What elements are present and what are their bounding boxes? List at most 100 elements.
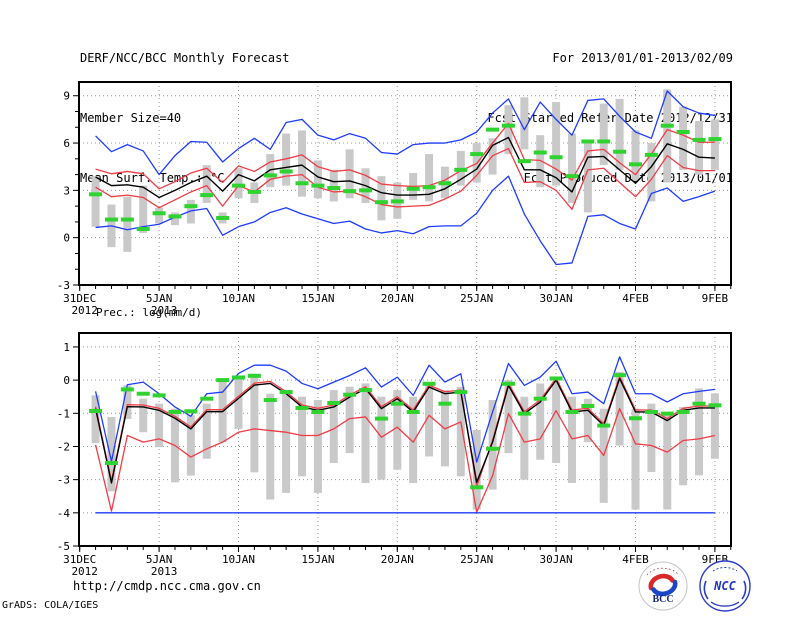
member-range-bar	[139, 398, 148, 433]
y-tick-label: 1	[63, 341, 70, 354]
x-tick-label: 10JAN	[222, 292, 255, 305]
member-range-bar	[425, 154, 434, 202]
x-tick-label: 25JAN	[460, 292, 493, 305]
observation-dash	[676, 409, 690, 414]
y-tick-label: -4	[57, 507, 71, 520]
prec-chart-title: Prec.: log(mm/d)	[96, 306, 202, 319]
surface-temperature-ensemble-min-line	[95, 175, 716, 266]
observation-dash	[311, 409, 325, 414]
member-range-bar	[409, 396, 418, 483]
x-tick-label: 20JAN	[381, 292, 414, 305]
x-tick-year-label: 2012	[71, 565, 98, 578]
member-range-bar	[710, 119, 719, 170]
member-range-bar	[186, 199, 195, 224]
member-range-bar	[599, 103, 608, 166]
observation-dash	[184, 409, 198, 414]
member-range-bar	[520, 396, 529, 480]
precipitation-lower-quartile-line	[94, 407, 716, 513]
source-url-text: http://cmdp.ncc.cma.gov.cn	[73, 579, 261, 593]
member-range-bar	[552, 381, 561, 464]
observation-dash	[343, 189, 357, 194]
surface-temperature-ensemble-max-line	[95, 90, 715, 176]
forecast-range-label: For 2013/01/01-2013/02/09	[552, 51, 733, 65]
member-range-bar	[567, 133, 576, 203]
member-range-bar	[298, 130, 307, 197]
member-range-bar	[520, 97, 529, 150]
member-range-bar	[313, 400, 322, 493]
y-tick-label: -5	[57, 540, 70, 553]
observation-dash	[565, 409, 579, 414]
bcc-logo-red-swirl	[648, 573, 675, 591]
observation-dash	[89, 408, 103, 413]
ncc-logo-laurel-right	[741, 580, 747, 600]
ncc-logo-laurel-left	[703, 580, 709, 600]
observation-dash	[136, 227, 150, 232]
observation-dash	[216, 378, 230, 383]
bcc-logo-ring	[638, 561, 688, 611]
member-range-bar	[123, 196, 132, 252]
observation-dash	[200, 396, 214, 401]
observation-dash	[422, 381, 436, 386]
observation-dash	[629, 162, 642, 167]
member-range-bar	[155, 403, 164, 448]
observation-dash	[708, 403, 722, 408]
member-range-bar	[250, 373, 259, 473]
observation-dash	[311, 183, 325, 188]
observation-dash	[517, 159, 531, 164]
member-range-bar	[377, 396, 386, 480]
surface-temperature-member-range-bars	[91, 89, 719, 252]
observation-dash	[406, 409, 420, 414]
observation-dash	[597, 139, 611, 144]
member-range-bar	[425, 383, 434, 457]
member-range-bar	[710, 393, 719, 459]
member-range-bar	[679, 406, 688, 486]
member-range-bar	[583, 141, 592, 213]
x-tick-label: 5JAN	[146, 553, 173, 566]
x-tick-label: 31DEC	[63, 553, 96, 566]
observation-dash	[406, 186, 420, 191]
observation-dash	[247, 189, 261, 194]
observation-dash	[533, 150, 547, 155]
y-tick-label: 6	[63, 137, 70, 150]
observation-dash	[374, 416, 388, 421]
observation-dash	[533, 396, 547, 401]
member-range-bar	[504, 105, 513, 155]
member-range-bar	[202, 403, 211, 459]
member-range-bar	[345, 386, 354, 454]
observation-dash	[676, 130, 690, 135]
observation-dash	[168, 409, 182, 414]
observation-dash	[581, 403, 595, 408]
surface-temperature-lower-quartile-line	[95, 147, 715, 210]
observation-dash	[597, 423, 611, 428]
member-range-bar	[186, 415, 195, 476]
member-range-bar	[504, 380, 513, 454]
observation-dash	[629, 416, 642, 421]
observation-dash	[517, 411, 531, 416]
observation-dash	[247, 373, 261, 378]
member-range-bar	[266, 393, 275, 500]
observation-dash	[644, 409, 658, 414]
ncc-logo: NCC	[699, 560, 751, 612]
observation-dash	[279, 169, 293, 174]
x-tick-year-label: 2013	[151, 304, 178, 317]
member-range-bar	[663, 89, 672, 183]
member-range-bar	[647, 403, 656, 473]
surface-temperature-ensemble-mean-line	[95, 136, 715, 199]
x-tick-year-label: 2013	[151, 565, 178, 578]
observation-dash	[327, 185, 341, 190]
observation-dash	[422, 185, 436, 190]
member-range-bar	[456, 386, 465, 477]
observation-dash	[152, 393, 166, 398]
precipitation-observation-dash-marks	[89, 373, 722, 490]
member-range-bar	[282, 390, 291, 493]
x-tick-label: 30JAN	[540, 553, 573, 566]
member-range-bar	[393, 390, 402, 470]
observation-dash	[232, 375, 245, 380]
observation-dash	[565, 174, 579, 179]
observation-dash	[390, 401, 404, 406]
member-size-label: Member Size=40	[80, 111, 182, 125]
observation-dash	[152, 211, 166, 216]
y-tick-label: -3	[57, 474, 70, 487]
